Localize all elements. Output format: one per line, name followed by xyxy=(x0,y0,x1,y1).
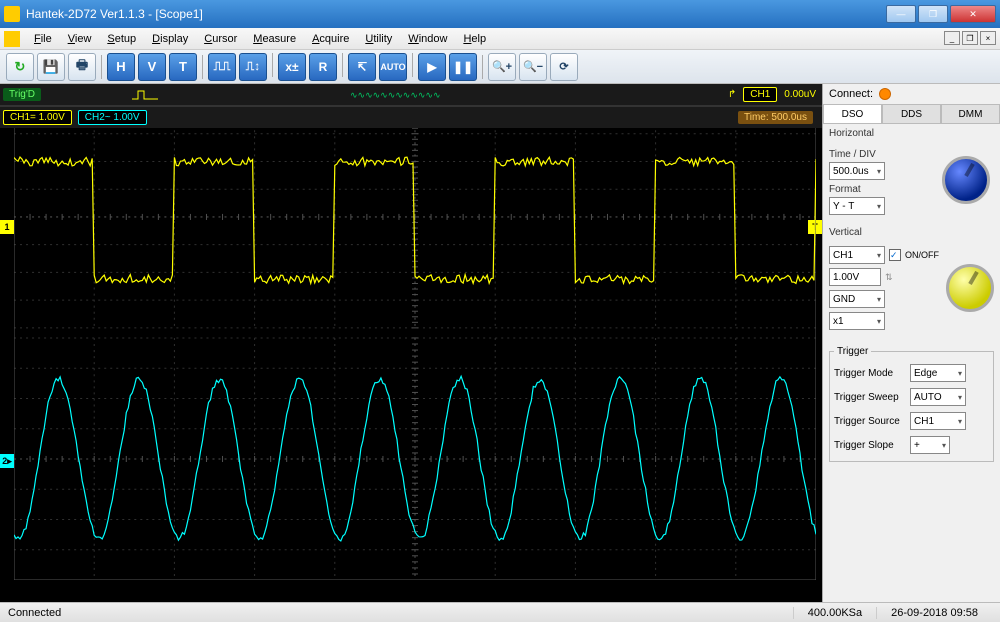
format-select[interactable]: Y - T xyxy=(829,197,885,215)
trigger-status-badge: Trig'D xyxy=(3,88,41,101)
connect-label: Connect: xyxy=(829,88,873,100)
ch1-scale-badge: CH1= 1.00V xyxy=(3,110,72,125)
volts-div-input[interactable]: 1.00V xyxy=(829,268,881,286)
trigger-mode-label: Trigger Mode xyxy=(834,368,906,379)
trigger-source-label: Trigger Source xyxy=(834,416,906,427)
tool-blue-5-button[interactable]: AUTO xyxy=(379,53,407,81)
status-bar: Connected 400.00KSa 26-09-2018 09:58 xyxy=(0,602,1000,622)
trigger-slope-label: Trigger Slope xyxy=(834,440,906,451)
side-panel: Connect: DSODDSDMM Horizontal Time / DIV… xyxy=(822,84,1000,602)
minimize-button[interactable]: — xyxy=(886,5,916,23)
menu-acquire[interactable]: Acquire xyxy=(304,31,357,47)
toolbar: ↻ 💾 🖶 HVT ⎍⎍⎍↕ x±R ↸AUTO ▶❚❚ 🔍+🔍−⟳ xyxy=(0,50,1000,84)
tool-blue-3-button[interactable]: R xyxy=(309,53,337,81)
trigger-sweep-label: Trigger Sweep xyxy=(834,392,906,403)
mdi-close-button[interactable]: × xyxy=(980,31,996,45)
tool-blue-0-button[interactable]: ⎍⎍ xyxy=(208,53,236,81)
horizontal-section-label: Horizontal xyxy=(823,124,1000,141)
probe-select[interactable]: x1 xyxy=(829,312,885,330)
menu-setup[interactable]: Setup xyxy=(99,31,144,47)
status-sample-rate: 400.00KSa xyxy=(793,607,876,619)
app-icon xyxy=(4,6,20,22)
tab-dds[interactable]: DDS xyxy=(882,104,941,123)
menu-file[interactable]: File xyxy=(26,31,60,47)
app-menu-icon xyxy=(4,31,20,47)
tab-dmm[interactable]: DMM xyxy=(941,104,1000,123)
timebase-badge: Time: 500.0us xyxy=(738,111,813,124)
tab-dso[interactable]: DSO xyxy=(823,104,882,123)
tool-blue-4-button[interactable]: ↸ xyxy=(348,53,376,81)
ch1-marker[interactable]: 1 xyxy=(0,220,14,234)
status-datetime: 26-09-2018 09:58 xyxy=(876,607,992,619)
mdi-minimize-button[interactable]: _ xyxy=(944,31,960,45)
vertical-section-label: Vertical xyxy=(823,223,1000,240)
maximize-button[interactable]: ❐ xyxy=(918,5,948,23)
trigger-sweep-select[interactable]: AUTO xyxy=(910,388,966,406)
tool-v-button[interactable]: V xyxy=(138,53,166,81)
menu-view[interactable]: View xyxy=(60,31,100,47)
format-label: Format xyxy=(829,180,938,197)
menu-window[interactable]: Window xyxy=(400,31,455,47)
menu-display[interactable]: Display xyxy=(144,31,196,47)
tool-zoom-2-button[interactable]: ⟳ xyxy=(550,53,578,81)
mdi-restore-button[interactable]: ❐ xyxy=(962,31,978,45)
menu-measure[interactable]: Measure xyxy=(245,31,304,47)
open-button[interactable]: ↻ xyxy=(6,53,34,81)
tool-blue-7-button[interactable]: ❚❚ xyxy=(449,53,477,81)
wave-preview-icon: ∿∿∿∿∿∿∿∿∿∿∿∿ xyxy=(350,90,441,101)
trigger-voltage: 0.00uV xyxy=(784,89,816,100)
connect-indicator-icon xyxy=(879,88,891,100)
scope-canvas xyxy=(14,106,816,580)
menu-cursor[interactable]: Cursor xyxy=(196,31,245,47)
channel-onoff-checkbox[interactable] xyxy=(889,249,901,261)
print-button[interactable]: 🖶 xyxy=(68,53,96,81)
scope-bottom-strip: CH1= 1.00V CH2~ 1.00V Time: 500.0us xyxy=(0,106,822,128)
menu-help[interactable]: Help xyxy=(455,31,494,47)
menu-bar: FileViewSetupDisplayCursorMeasureAcquire… xyxy=(0,28,1000,50)
tool-zoom-0-button[interactable]: 🔍+ xyxy=(488,53,516,81)
time-div-select[interactable]: 500.0us xyxy=(829,162,885,180)
ch2-scale-badge: CH2~ 1.00V xyxy=(78,110,147,125)
trigger-mode-select[interactable]: Edge xyxy=(910,364,966,382)
vertical-knob[interactable] xyxy=(946,264,994,312)
tool-t-button[interactable]: T xyxy=(169,53,197,81)
tool-zoom-1-button[interactable]: 🔍− xyxy=(519,53,547,81)
scope-top-strip: Trig'D ∿∿∿∿∿∿∿∿∿∿∿∿ ↱ CH1 0.00uV xyxy=(0,84,822,106)
save-button[interactable]: 💾 xyxy=(37,53,65,81)
trigger-edge-icon: ↱ xyxy=(728,89,736,100)
horizontal-knob[interactable] xyxy=(942,156,990,204)
time-div-label: Time / DIV xyxy=(829,145,938,162)
trigger-section: Trigger Trigger Mode Edge Trigger Sweep AU… xyxy=(829,346,994,462)
trigger-slope-select[interactable]: + xyxy=(910,436,950,454)
pulse-icon xyxy=(130,88,160,102)
tool-blue-6-button[interactable]: ▶ xyxy=(418,53,446,81)
close-button[interactable]: ✕ xyxy=(950,5,996,23)
ch2-marker[interactable]: 2▸ xyxy=(0,454,14,468)
status-connection: Connected xyxy=(8,607,793,619)
trigger-channel-badge: CH1 xyxy=(743,87,777,102)
menu-utility[interactable]: Utility xyxy=(357,31,400,47)
title-bar: Hantek-2D72 Ver1.1.3 - [Scope1] — ❐ ✕ xyxy=(0,0,1000,28)
trigger-section-label: Trigger xyxy=(834,346,871,357)
oscilloscope-display: Trig'D ∿∿∿∿∿∿∿∿∿∿∿∿ ↱ CH1 0.00uV 1 2▸ T … xyxy=(0,84,822,602)
tool-h-button[interactable]: H xyxy=(107,53,135,81)
window-title: Hantek-2D72 Ver1.1.3 - [Scope1] xyxy=(26,7,886,21)
coupling-select[interactable]: GND xyxy=(829,290,885,308)
tool-blue-1-button[interactable]: ⎍↕ xyxy=(239,53,267,81)
onoff-label: ON/OFF xyxy=(905,250,939,260)
tool-blue-2-button[interactable]: x± xyxy=(278,53,306,81)
channel-select[interactable]: CH1 xyxy=(829,246,885,264)
trigger-source-select[interactable]: CH1 xyxy=(910,412,966,430)
